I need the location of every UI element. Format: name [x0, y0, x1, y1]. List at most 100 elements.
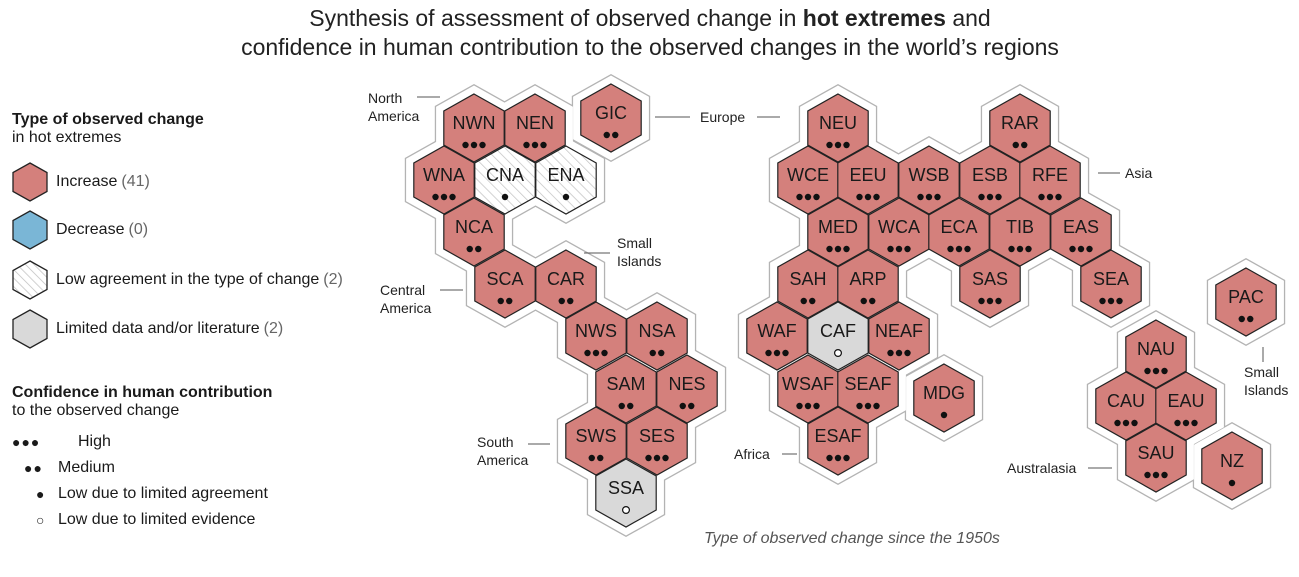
label-south-america-2: America	[477, 452, 529, 468]
hex-nsa: NSA	[626, 301, 688, 371]
confidence-dot-esaf	[834, 454, 842, 462]
confidence-dot-eeu	[864, 193, 872, 201]
confidence-dot-nws	[592, 349, 600, 357]
legend-item-limited-data-label: Limited data and/or literature	[56, 320, 260, 337]
hex-label-rfe: RFE	[1032, 165, 1068, 185]
hex-wca: WCA	[868, 197, 930, 267]
label-africa: Africa	[734, 446, 770, 462]
hex-shape-nen	[504, 93, 566, 163]
hex-nz: NZ	[1201, 431, 1263, 501]
confidence-dot-sam	[627, 402, 634, 410]
hex-shape-gic	[580, 83, 642, 153]
title-line-1-post: and	[945, 5, 991, 31]
confidence-dot-nau	[1144, 367, 1151, 375]
title-line-1-pre: Synthesis of assessment of observed chan…	[309, 5, 803, 31]
hex-label-waf: WAF	[757, 321, 796, 341]
confidence-dot-wsaf	[804, 402, 812, 410]
hex-wsb: WSB	[898, 145, 960, 215]
hex-shape-rfe	[1019, 145, 1081, 215]
hex-label-rar: RAR	[1001, 113, 1039, 133]
label-small-islands-pacific-1: Small	[1244, 364, 1279, 380]
title-line-2: confidence in human contribution to the …	[241, 34, 1059, 60]
confidence-dot-nsa	[649, 349, 656, 357]
footnote: Type of observed change since the 1950s	[704, 530, 1000, 547]
confidence-dot-rar	[1021, 141, 1028, 149]
confidence-dot-wca	[887, 245, 894, 253]
hex-sam: SAM	[595, 354, 657, 424]
hex-eca: ECA	[928, 197, 990, 267]
confidence-dot-ses	[645, 454, 652, 462]
confidence-dot-nz	[1228, 479, 1236, 487]
hex-label-eau: EAU	[1167, 391, 1204, 411]
hex-label-sas: SAS	[972, 269, 1008, 289]
confidence-dot-sea	[1107, 297, 1115, 305]
hex-waf: WAF	[746, 301, 808, 371]
hex-nws: NWS	[565, 301, 627, 371]
hex-label-neaf: NEAF	[875, 321, 923, 341]
title-line-1: Synthesis of assessment of observed chan…	[150, 4, 1150, 33]
confidence-dot-mdg	[940, 411, 948, 419]
hex-label-med: MED	[818, 217, 858, 237]
hex-label-nwn: NWN	[453, 113, 496, 133]
hex-label-neu: NEU	[819, 113, 857, 133]
hex-shape-car	[535, 249, 597, 319]
hex-sas: SAS	[959, 249, 1021, 319]
hex-label-sca: SCA	[486, 269, 523, 289]
legend-item-increase-label: Increase	[56, 173, 118, 190]
hex-label-tib: TIB	[1006, 217, 1034, 237]
hex-shape-pac	[1215, 267, 1277, 337]
hex-label-esb: ESB	[972, 165, 1008, 185]
confidence-dot-arp	[860, 297, 867, 305]
confidence-dot-wce	[813, 193, 820, 201]
confidence-dot-sea	[1099, 297, 1106, 305]
limited-data-hex-swatch	[12, 309, 48, 349]
hex-label-wca: WCA	[878, 217, 920, 237]
legend-confidence-items: ●●● High ●● Medium ● Low due to limited …	[0, 433, 320, 543]
confidence-dot-neu	[834, 141, 842, 149]
hex-wsaf: WSAF	[777, 354, 839, 424]
confidence-low-evidence-dot: ○	[36, 512, 46, 528]
confidence-low-agreement-label: Low due to limited agreement	[58, 485, 268, 502]
confidence-high: ●●● High	[0, 433, 111, 451]
confidence-dot-esb	[995, 193, 1002, 201]
confidence-dot-seaf	[873, 402, 880, 410]
hex-shape-arp	[837, 249, 899, 319]
confidence-dot-eca	[947, 245, 954, 253]
confidence-dot-nca	[466, 245, 473, 253]
confidence-dot-sca	[497, 297, 504, 305]
confidence-dot-tib	[1016, 245, 1024, 253]
confidence-dot-pac	[1238, 315, 1245, 323]
confidence-dot-eau	[1191, 419, 1198, 427]
confidence-dot-ena	[562, 193, 570, 201]
confidence-dot-med	[843, 245, 850, 253]
hex-label-pac: PAC	[1228, 287, 1264, 307]
hex-label-wsaf: WSAF	[782, 374, 834, 394]
hex-shape-nau	[1125, 319, 1187, 389]
confidence-dot-sah	[809, 297, 816, 305]
confidence-low-evidence-label: Low due to limited evidence	[58, 511, 256, 528]
hex-nau: NAU	[1125, 319, 1187, 389]
legend-item-increase: Increase (41)	[12, 162, 150, 202]
confidence-dot-caf	[833, 349, 842, 358]
hex-shape-mdg	[913, 363, 975, 433]
confidence-dot-gic	[612, 131, 619, 139]
label-north-america-1: North	[368, 90, 402, 106]
hex-label-ena: ENA	[547, 165, 584, 185]
hex-shape-sas	[959, 249, 1021, 319]
hex-shape-nes	[656, 354, 718, 424]
label-north-america-2: America	[368, 108, 420, 124]
hex-label-caf: CAF	[820, 321, 856, 341]
confidence-dot-tib	[1025, 245, 1032, 253]
confidence-dot-rar	[1012, 141, 1019, 149]
hex-tib: TIB	[989, 197, 1051, 267]
legend-item-increase-count: (41)	[121, 173, 150, 190]
confidence-dot-ses	[662, 454, 669, 462]
confidence-medium: ●● Medium	[0, 459, 115, 477]
hex-shape-neu	[807, 93, 869, 163]
confidence-dot-car	[567, 297, 574, 305]
hex-label-nca: NCA	[455, 217, 493, 237]
confidence-dot-seaf	[856, 402, 863, 410]
increase-hex-swatch	[12, 162, 48, 202]
legend-item-low-agreement-count: (2)	[323, 271, 343, 288]
confidence-dot-nes	[688, 402, 695, 410]
